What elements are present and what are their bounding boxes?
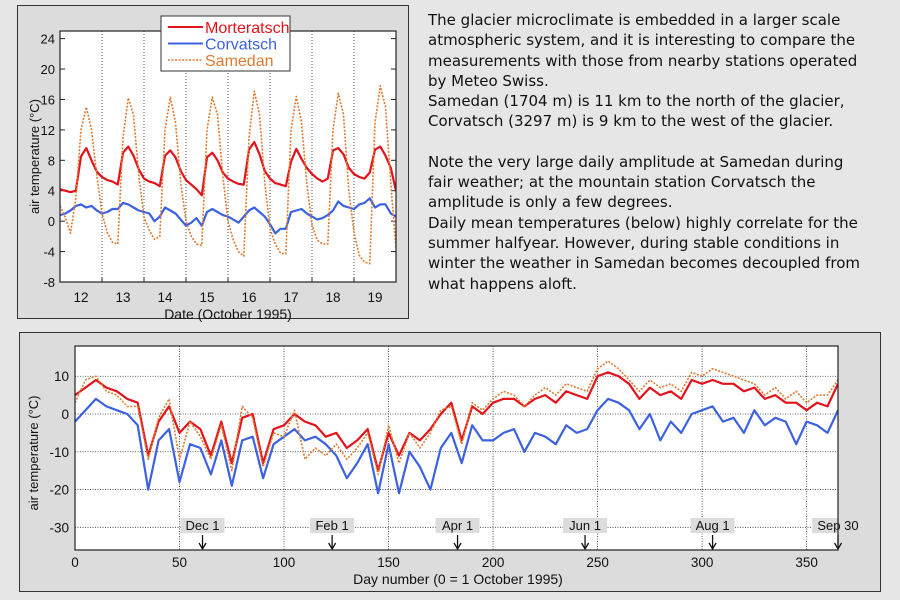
annotation-label: Apr 1 [442, 518, 473, 533]
arrow-head-icon [708, 542, 717, 551]
series-line-samedan [75, 360, 838, 476]
x-tick-label: 17 [283, 290, 298, 305]
description-line: Note the very large daily amplitude at S… [428, 152, 844, 171]
x-axis-label: Day number (0 = 1 October 1995) [353, 571, 563, 587]
description-line: by Meteo Swiss. [428, 71, 549, 90]
y-tick-label: -30 [49, 520, 69, 535]
month-annotation: Dec 1 [180, 518, 225, 551]
y-axis-label: air temperature (°C) [27, 99, 42, 214]
x-axis-label: Date (October 1995) [164, 306, 292, 322]
x-tick-label: 16 [241, 290, 256, 305]
y-tick-label: -20 [49, 483, 69, 498]
y-tick-label: 20 [41, 62, 55, 77]
bottom-chart-panel: -30 -20 -10 0 10 0 50 100 150 200 250 300 350 Dec 1 Fe… [19, 332, 881, 592]
description-line: Samedan (1704 m) is 11 km to the north o… [428, 92, 845, 111]
month-annotation: Aug 1 [690, 518, 735, 551]
y-tick-label: 8 [48, 153, 55, 168]
paragraph-gap [428, 132, 890, 152]
top-chart: -8 -4 0 4 8 12 16 20 24 12 13 14 15 16 17 18 19 Date (Oct… [27, 15, 397, 322]
x-tick-label: 15 [199, 290, 214, 305]
annotation-label-bg [435, 518, 480, 533]
y-tick-label: 0 [48, 214, 55, 229]
x-tick-label: 250 [586, 555, 609, 570]
month-annotation: Jun 1 [563, 518, 608, 551]
description-line: summer halfyear. However, during stable … [428, 233, 840, 252]
top-chart-panel: -8 -4 0 4 8 12 16 20 24 12 13 14 15 16 17 18 19 Date (Oct… [17, 5, 409, 322]
y-tick-label: 4 [48, 184, 55, 199]
description-line: The glacier microclimate is embedded in … [428, 11, 841, 29]
annotation-label: Jun 1 [569, 518, 601, 533]
y-tick-label: -8 [43, 275, 55, 290]
x-tick-label: 14 [157, 290, 173, 305]
arrow-head-icon [328, 542, 337, 551]
x-tick-label: 19 [367, 290, 382, 305]
month-annotation: Apr 1 [435, 518, 480, 551]
description-line: Corvatsch (3297 m) is 9 km to the west o… [428, 112, 834, 131]
annotation-label: Dec 1 [186, 518, 220, 533]
description-line: atmospheric system, and it is interestin… [428, 31, 856, 50]
series-line-morteratsch [75, 371, 838, 472]
annotation-label: Aug 1 [696, 518, 730, 533]
month-annotation: Feb 1 [310, 518, 355, 551]
annotation-label-bg [310, 518, 355, 533]
description-line: measurements with those from nearby stat… [428, 51, 858, 70]
x-tick-label: 12 [73, 290, 88, 305]
arrow-head-icon [198, 542, 207, 551]
y-tick-label: 12 [41, 123, 55, 138]
y-tick-label: -10 [49, 445, 69, 460]
series-line-corvatsch [60, 197, 396, 235]
annotation-label: Feb 1 [315, 518, 348, 533]
series-line-corvatsch [75, 397, 838, 495]
legend-label-samedan: Samedan [205, 53, 274, 70]
description-text: The glacier microclimate is embedded in … [428, 10, 890, 294]
legend-label-corvatsch: Corvatsch [205, 37, 277, 54]
x-tick-label: 50 [172, 555, 187, 570]
arrow-head-icon [453, 542, 462, 551]
x-tick-label: 350 [795, 555, 818, 570]
x-tick-label: 150 [377, 555, 400, 570]
x-tick-label: 0 [71, 555, 79, 570]
x-tick-label: 300 [691, 555, 714, 570]
y-tick-label: 10 [54, 369, 69, 384]
plot-frame [74, 345, 839, 551]
series-line-samedan [60, 85, 396, 265]
arrow-head-icon [580, 542, 590, 551]
y-tick-label: -4 [43, 245, 55, 260]
y-tick-label: 0 [61, 407, 69, 422]
x-tick-label: 13 [115, 290, 130, 305]
description-line: fair weather; at the mountain station Co… [428, 173, 816, 192]
y-tick-label: 24 [41, 32, 55, 47]
y-axis-label: air temperature (°C) [26, 395, 41, 510]
annotation-label-bg [563, 518, 608, 533]
plot-area [60, 31, 396, 282]
description-line: what happens aloft. [428, 274, 577, 293]
x-tick-label: 200 [482, 555, 505, 570]
description-line: Daily mean temperatures (below) highly c… [428, 213, 858, 232]
annotation-label-bg [690, 518, 735, 533]
x-tick-label: 100 [273, 555, 296, 570]
description-line: amplitude is only a few degrees. [428, 193, 673, 212]
series-line-morteratsch [60, 140, 396, 197]
description-line: winter the weather in Samedan becomes de… [428, 254, 860, 273]
y-tick-label: 16 [41, 92, 55, 107]
x-tick-label: 18 [325, 290, 340, 305]
legend-label-morteratsch: Morteratsch [205, 20, 289, 37]
annotation-label-bg [180, 518, 225, 533]
